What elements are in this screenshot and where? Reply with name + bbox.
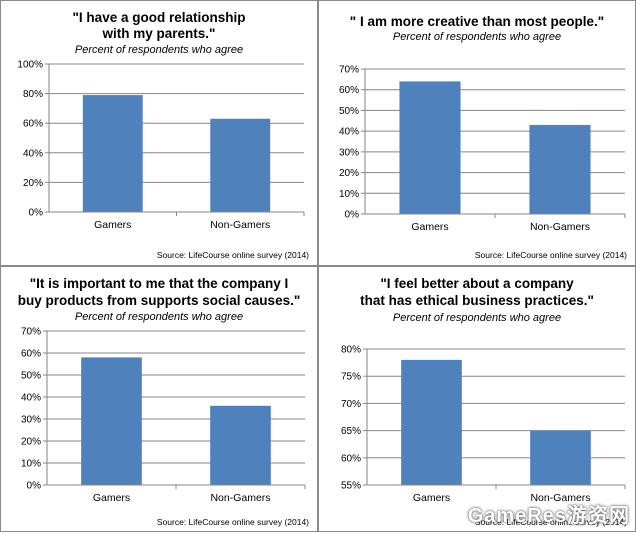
- chart-4-ytick-label: 75%: [341, 372, 361, 383]
- chart-4-category-label: Non-Gamers: [530, 492, 590, 504]
- chart-1-subtitle: Percent of respondents who agree: [74, 44, 244, 56]
- chart-1-category-label: Gamers: [94, 219, 131, 231]
- chart-2-title-line-1: " I am more creative than most people.": [349, 14, 605, 29]
- chart-2-ytick-label: 20%: [339, 168, 359, 179]
- chart-2-ytick-label: 50%: [339, 106, 359, 117]
- chart-4-ytick-label: 80%: [341, 345, 361, 356]
- chart-panel-1: "I have a good relationship with my pare…: [0, 0, 318, 266]
- chart-2-ytick-label: 70%: [339, 65, 359, 76]
- chart-panel-4: "I feel better about a company that has …: [318, 266, 636, 532]
- chart-2-bar-non-gamers: [529, 124, 591, 214]
- chart-1-category-label: Non-Gamers: [210, 219, 270, 231]
- chart-4-plot: 55% 60% 65% 70% 75% 80% Gamers Non-Gamers: [341, 345, 626, 504]
- chart-3-ytick-label: 10%: [21, 459, 41, 470]
- chart-2-subtitle: Percent of respondents who agree: [392, 31, 562, 43]
- chart-1-plot: 0% 20% 40% 60% 80% 100% Gamers Non-Gamers: [17, 60, 305, 231]
- chart-2-ytick-label: 40%: [339, 127, 359, 138]
- chart-1-source: Source: LifeCourse online survey (2014): [156, 250, 309, 260]
- chart-2-source: Source: LifeCourse online survey (2014): [474, 250, 627, 260]
- chart-2-ytick-label: 0%: [345, 210, 360, 221]
- chart-1-ytick-label: 100%: [17, 60, 43, 71]
- chart-1-title-line-1: "I have a good relationship: [72, 10, 246, 25]
- chart-3-ytick-label: 20%: [21, 437, 41, 448]
- chart-4-ytick-label: 65%: [341, 426, 361, 437]
- chart-3-ytick-label: 40%: [21, 393, 41, 404]
- chart-1-ytick-label: 20%: [23, 178, 43, 189]
- chart-2-bar-gamers: [399, 81, 461, 214]
- chart-4-title-line-2: that has ethical business practices.": [360, 293, 594, 308]
- chart-3-subtitle: Percent of respondents who agree: [74, 311, 244, 323]
- chart-panel-2: " I am more creative than most people." …: [318, 0, 636, 266]
- chart-2-plot: 0% 10% 20% 30% 40% 50% 60% 70% Gamers Non-Gamers: [339, 65, 626, 233]
- chart-4-subtitle: Percent of respondents who agree: [392, 312, 562, 324]
- chart-3-ytick-label: 70%: [21, 327, 41, 338]
- chart-2-ytick-label: 30%: [339, 147, 359, 158]
- chart-1-ytick-label: 60%: [23, 119, 43, 130]
- chart-3-bar-gamers: [81, 357, 142, 485]
- chart-4-bar-gamers: [401, 359, 462, 485]
- chart-4-title-line-1: "I feel better about a company: [380, 276, 574, 291]
- chart-3-title-line-1: "It is important to me that the company …: [29, 276, 289, 291]
- chart-4-category-label: Gamers: [413, 492, 450, 504]
- chart-1-ytick-label: 80%: [23, 89, 43, 100]
- chart-1-title-line-2: with my parents.": [102, 26, 216, 41]
- chart-4-bar-non-gamers: [530, 430, 591, 485]
- chart-panel-3: "It is important to me that the company …: [0, 266, 318, 532]
- chart-4-ytick-label: 70%: [341, 399, 361, 410]
- chart-1-bar-non-gamers: [210, 118, 271, 212]
- chart-3-ytick-label: 30%: [21, 415, 41, 426]
- chart-4-ytick-label: 60%: [341, 453, 361, 464]
- chart-2-ytick-label: 60%: [339, 85, 359, 96]
- chart-3-bar-non-gamers: [210, 405, 271, 485]
- chart-4-ytick-label: 55%: [341, 481, 361, 492]
- chart-4-source: Source: LifeCourse online survey (2014): [474, 517, 627, 527]
- chart-2-category-label: Non-Gamers: [530, 221, 590, 233]
- chart-3-plot: 0% 10% 20% 30% 40% 50% 60% 70% Gamers Non-Gamers: [21, 327, 306, 504]
- chart-3-source: Source: LifeCourse online survey (2014): [156, 517, 309, 527]
- chart-1-ytick-label: 40%: [23, 148, 43, 159]
- chart-1-ytick-label: 0%: [29, 208, 44, 219]
- chart-3-category-label: Gamers: [93, 492, 130, 504]
- watermark-logo: GameRes游资网: [467, 505, 630, 527]
- chart-3-category-label: Non-Gamers: [210, 492, 270, 504]
- chart-3-ytick-label: 60%: [21, 349, 41, 360]
- chart-1-bar-gamers: [82, 95, 143, 212]
- chart-2-ytick-label: 10%: [339, 189, 359, 200]
- chart-3-title-line-2: buy products from supports social causes…: [17, 293, 301, 308]
- chart-3-ytick-label: 50%: [21, 371, 41, 382]
- chart-2-category-label: Gamers: [411, 221, 448, 233]
- chart-3-ytick-label: 0%: [27, 481, 42, 492]
